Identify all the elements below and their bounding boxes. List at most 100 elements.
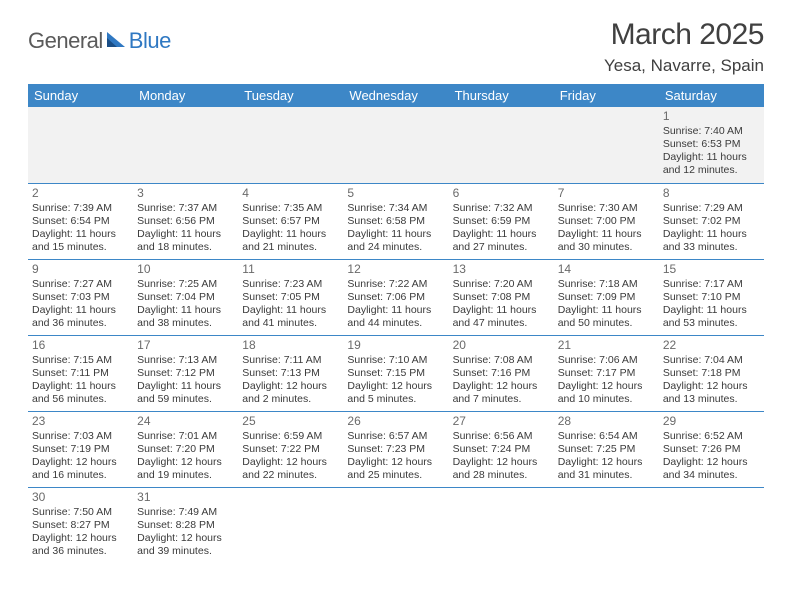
sunset-text: Sunset: 7:11 PM <box>32 367 129 380</box>
calendar-week-row: 1Sunrise: 7:40 AMSunset: 6:53 PMDaylight… <box>28 107 764 183</box>
day2-text: and 22 minutes. <box>242 469 339 482</box>
day1-text: Daylight: 12 hours <box>347 456 444 469</box>
day1-text: Daylight: 12 hours <box>453 456 550 469</box>
day1-text: Daylight: 11 hours <box>453 304 550 317</box>
day-number: 4 <box>242 186 339 201</box>
sunset-text: Sunset: 7:04 PM <box>137 291 234 304</box>
day2-text: and 36 minutes. <box>32 317 129 330</box>
day-number: 29 <box>663 414 760 429</box>
calendar-day-cell <box>449 107 554 183</box>
day-number: 28 <box>558 414 655 429</box>
sunrise-text: Sunrise: 7:01 AM <box>137 430 234 443</box>
day1-text: Daylight: 11 hours <box>137 304 234 317</box>
sunrise-text: Sunrise: 7:37 AM <box>137 202 234 215</box>
calendar-day-cell: 31Sunrise: 7:49 AMSunset: 8:28 PMDayligh… <box>133 487 238 563</box>
day-number: 19 <box>347 338 444 353</box>
sunset-text: Sunset: 7:19 PM <box>32 443 129 456</box>
day2-text: and 7 minutes. <box>453 393 550 406</box>
day1-text: Daylight: 12 hours <box>663 456 760 469</box>
calendar-day-cell: 7Sunrise: 7:30 AMSunset: 7:00 PMDaylight… <box>554 183 659 259</box>
day1-text: Daylight: 12 hours <box>558 456 655 469</box>
day-number: 30 <box>32 490 129 505</box>
day-number: 18 <box>242 338 339 353</box>
weekday-header: Friday <box>554 84 659 107</box>
calendar-day-cell: 16Sunrise: 7:15 AMSunset: 7:11 PMDayligh… <box>28 335 133 411</box>
day-number: 17 <box>137 338 234 353</box>
day2-text: and 18 minutes. <box>137 241 234 254</box>
calendar-body: 1Sunrise: 7:40 AMSunset: 6:53 PMDaylight… <box>28 107 764 563</box>
brand-text-general: General <box>28 28 103 54</box>
calendar-day-cell: 15Sunrise: 7:17 AMSunset: 7:10 PMDayligh… <box>659 259 764 335</box>
day2-text: and 30 minutes. <box>558 241 655 254</box>
day2-text: and 10 minutes. <box>558 393 655 406</box>
day-number: 8 <box>663 186 760 201</box>
sunset-text: Sunset: 6:56 PM <box>137 215 234 228</box>
day-number: 16 <box>32 338 129 353</box>
sunrise-text: Sunrise: 7:49 AM <box>137 506 234 519</box>
day1-text: Daylight: 12 hours <box>242 380 339 393</box>
calendar-day-cell: 14Sunrise: 7:18 AMSunset: 7:09 PMDayligh… <box>554 259 659 335</box>
sunrise-text: Sunrise: 7:40 AM <box>663 125 760 138</box>
calendar-day-cell: 27Sunrise: 6:56 AMSunset: 7:24 PMDayligh… <box>449 411 554 487</box>
sunrise-text: Sunrise: 7:13 AM <box>137 354 234 367</box>
calendar-day-cell: 11Sunrise: 7:23 AMSunset: 7:05 PMDayligh… <box>238 259 343 335</box>
day-number: 22 <box>663 338 760 353</box>
brand-text-blue: Blue <box>129 28 171 54</box>
day1-text: Daylight: 11 hours <box>558 304 655 317</box>
calendar-day-cell: 17Sunrise: 7:13 AMSunset: 7:12 PMDayligh… <box>133 335 238 411</box>
calendar-day-cell <box>343 107 448 183</box>
day1-text: Daylight: 11 hours <box>453 228 550 241</box>
day1-text: Daylight: 11 hours <box>347 228 444 241</box>
day-number: 13 <box>453 262 550 277</box>
flag-icon <box>107 32 129 48</box>
sunset-text: Sunset: 7:12 PM <box>137 367 234 380</box>
day2-text: and 31 minutes. <box>558 469 655 482</box>
day2-text: and 36 minutes. <box>32 545 129 558</box>
day-number: 2 <box>32 186 129 201</box>
sunrise-text: Sunrise: 6:54 AM <box>558 430 655 443</box>
calendar-day-cell: 10Sunrise: 7:25 AMSunset: 7:04 PMDayligh… <box>133 259 238 335</box>
sunrise-text: Sunrise: 7:18 AM <box>558 278 655 291</box>
sunset-text: Sunset: 7:03 PM <box>32 291 129 304</box>
sunset-text: Sunset: 7:05 PM <box>242 291 339 304</box>
sunset-text: Sunset: 7:16 PM <box>453 367 550 380</box>
day2-text: and 13 minutes. <box>663 393 760 406</box>
day1-text: Daylight: 11 hours <box>663 151 760 164</box>
sunset-text: Sunset: 7:09 PM <box>558 291 655 304</box>
day2-text: and 19 minutes. <box>137 469 234 482</box>
day2-text: and 5 minutes. <box>347 393 444 406</box>
day2-text: and 59 minutes. <box>137 393 234 406</box>
day2-text: and 21 minutes. <box>242 241 339 254</box>
day1-text: Daylight: 12 hours <box>32 532 129 545</box>
sunrise-text: Sunrise: 7:29 AM <box>663 202 760 215</box>
sunset-text: Sunset: 7:17 PM <box>558 367 655 380</box>
sunset-text: Sunset: 6:58 PM <box>347 215 444 228</box>
calendar-day-cell <box>554 107 659 183</box>
day-number: 25 <box>242 414 339 429</box>
day2-text: and 25 minutes. <box>347 469 444 482</box>
day1-text: Daylight: 12 hours <box>32 456 129 469</box>
sunset-text: Sunset: 6:57 PM <box>242 215 339 228</box>
day-number: 9 <box>32 262 129 277</box>
calendar-day-cell: 23Sunrise: 7:03 AMSunset: 7:19 PMDayligh… <box>28 411 133 487</box>
day1-text: Daylight: 12 hours <box>663 380 760 393</box>
day-number: 23 <box>32 414 129 429</box>
calendar-week-row: 30Sunrise: 7:50 AMSunset: 8:27 PMDayligh… <box>28 487 764 563</box>
calendar-day-cell: 9Sunrise: 7:27 AMSunset: 7:03 PMDaylight… <box>28 259 133 335</box>
sunset-text: Sunset: 7:24 PM <box>453 443 550 456</box>
day-number: 20 <box>453 338 550 353</box>
day1-text: Daylight: 11 hours <box>242 304 339 317</box>
sunrise-text: Sunrise: 7:50 AM <box>32 506 129 519</box>
calendar-day-cell: 8Sunrise: 7:29 AMSunset: 7:02 PMDaylight… <box>659 183 764 259</box>
day2-text: and 53 minutes. <box>663 317 760 330</box>
sunrise-text: Sunrise: 7:20 AM <box>453 278 550 291</box>
day1-text: Daylight: 12 hours <box>453 380 550 393</box>
day-number: 31 <box>137 490 234 505</box>
brand-logo: General Blue <box>28 28 171 54</box>
calendar-day-cell: 13Sunrise: 7:20 AMSunset: 7:08 PMDayligh… <box>449 259 554 335</box>
day1-text: Daylight: 11 hours <box>558 228 655 241</box>
day1-text: Daylight: 11 hours <box>32 380 129 393</box>
day-number: 14 <box>558 262 655 277</box>
day-number: 7 <box>558 186 655 201</box>
sunrise-text: Sunrise: 6:57 AM <box>347 430 444 443</box>
